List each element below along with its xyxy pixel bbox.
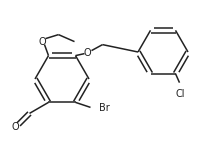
Text: O: O	[84, 48, 91, 58]
Text: Br: Br	[99, 103, 109, 113]
Text: O: O	[39, 37, 46, 47]
Text: Cl: Cl	[176, 89, 185, 99]
Text: O: O	[12, 122, 19, 132]
